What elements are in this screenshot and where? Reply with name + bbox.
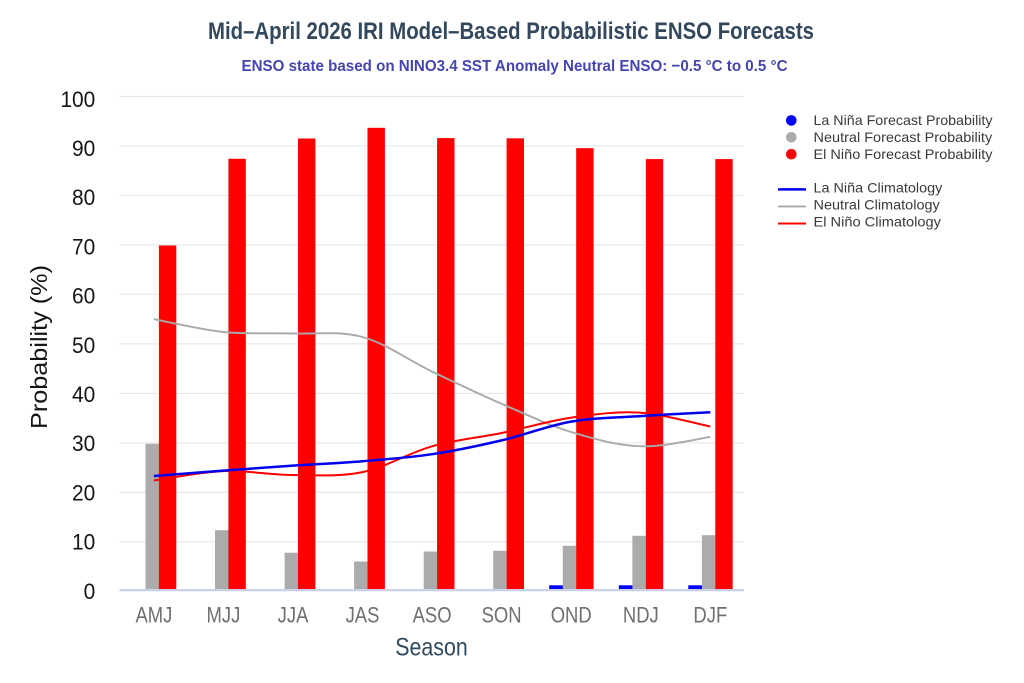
svg-text:80: 80 [72,186,95,211]
svg-text:NDJ: NDJ [623,603,659,628]
svg-text:MJJ: MJJ [206,603,240,628]
svg-text:90: 90 [72,137,95,162]
svg-text:DJF: DJF [693,603,727,628]
svg-text:40: 40 [72,383,95,408]
svg-text:OND: OND [551,603,592,628]
svg-text:JAS: JAS [346,603,380,628]
svg-text:70: 70 [72,235,95,260]
svg-text:30: 30 [72,432,95,457]
svg-text:Neutral Forecast Probability: Neutral Forecast Probability [814,129,993,145]
svg-text:50: 50 [72,333,95,358]
svg-text:ASO: ASO [413,603,452,628]
svg-text:Mid–April 2026 IRI Model–Based: Mid–April 2026 IRI Model–Based Probabili… [208,18,814,45]
svg-text:100: 100 [60,87,95,112]
svg-text:AMJ: AMJ [135,603,172,628]
svg-text:La Niña Forecast Probability: La Niña Forecast Probability [814,112,993,128]
svg-text:Probability (%): Probability (%) [26,265,52,429]
svg-text:La Niña Climatology: La Niña Climatology [814,180,943,196]
svg-text:60: 60 [72,284,95,309]
svg-text:SON: SON [482,603,522,628]
svg-text:ENSO state based on NINO3.4 SS: ENSO state based on NINO3.4 SST Anomaly … [242,58,788,75]
svg-text:JJA: JJA [278,603,309,628]
svg-text:20: 20 [72,481,95,506]
svg-text:0: 0 [84,579,96,604]
svg-text:Neutral Climatology: Neutral Climatology [814,197,940,213]
svg-text:El Niño Climatology: El Niño Climatology [814,214,942,230]
svg-text:Season: Season [395,634,468,662]
svg-text:El Niño Forecast Probability: El Niño Forecast Probability [814,146,993,162]
svg-text:10: 10 [72,530,95,555]
